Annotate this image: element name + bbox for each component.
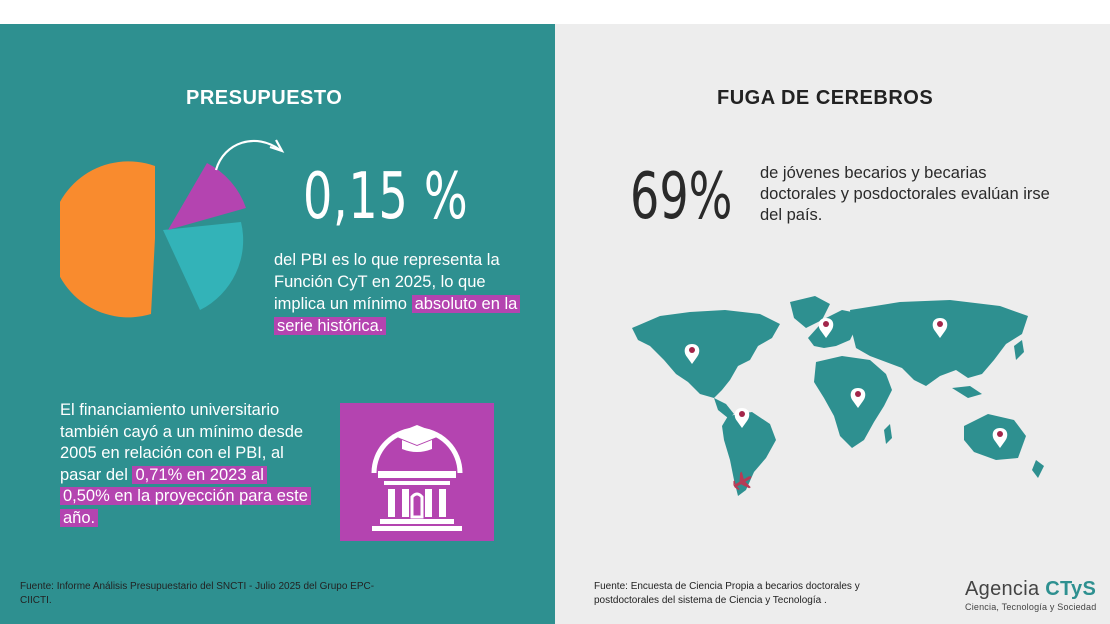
south-america-shape xyxy=(722,412,776,496)
brain-drain-source: Fuente: Encuesta de Ciencia Propia a bec… xyxy=(594,581,860,606)
new-zealand-shape xyxy=(1032,460,1044,478)
europe-shape xyxy=(808,310,862,348)
budget-description-text: del PBI es lo que representa la Función … xyxy=(274,251,500,313)
pie-slice-orange xyxy=(60,161,155,318)
pie-chart-icon xyxy=(60,161,246,318)
location-pin-icon xyxy=(850,388,866,408)
logo-wordmark: Agencia CTyS xyxy=(965,578,1096,601)
logo-accent-text: CTyS xyxy=(1045,578,1097,600)
curved-arrow-icon xyxy=(214,139,285,171)
airplane-icon xyxy=(733,471,752,490)
greenland-shape xyxy=(790,296,830,328)
location-pin-icon xyxy=(992,428,1008,448)
location-pin-icon xyxy=(818,318,834,338)
university-funding-text: El financiamiento universitario también … xyxy=(60,400,315,529)
pie-slice-teal xyxy=(163,222,244,310)
brain-drain-percentage: 69% xyxy=(630,160,733,234)
location-pin-icon xyxy=(734,408,750,428)
agency-logo: Agencia CTyS Ciencia, Tecnología y Socie… xyxy=(965,578,1096,612)
budget-title: PRESUPUESTO xyxy=(186,87,343,109)
world-map-icon xyxy=(632,296,1044,496)
location-pin-icon xyxy=(684,344,700,364)
logo-main-text: Agencia xyxy=(965,578,1040,600)
budget-description: del PBI es lo que representa la Función … xyxy=(274,249,534,337)
pie-slice-magenta xyxy=(168,163,246,230)
location-pin-icon xyxy=(932,318,948,338)
budget-source: Fuente: Informe Análisis Presupuestario … xyxy=(20,581,375,606)
university-building-icon xyxy=(371,425,463,531)
university-funding-plain: El financiamiento universitario también … xyxy=(60,401,304,484)
central-america-shape xyxy=(714,398,734,418)
madagascar-shape xyxy=(884,424,892,444)
brain-drain-title: FUGA DE CEREBROS xyxy=(717,87,934,109)
budget-percentage: 0,15 % xyxy=(303,160,469,234)
north-america-shape xyxy=(632,310,780,398)
africa-shape xyxy=(814,356,892,448)
japan-shape xyxy=(1014,340,1024,360)
asia-shape xyxy=(850,300,1028,386)
logo-subtitle: Ciencia, Tecnología y Sociedad xyxy=(965,602,1097,612)
brain-drain-description: de jóvenes becarios y becarias doctorale… xyxy=(760,164,1050,224)
university-icon-box xyxy=(340,403,494,541)
se-asia-islands-shape xyxy=(952,386,982,398)
